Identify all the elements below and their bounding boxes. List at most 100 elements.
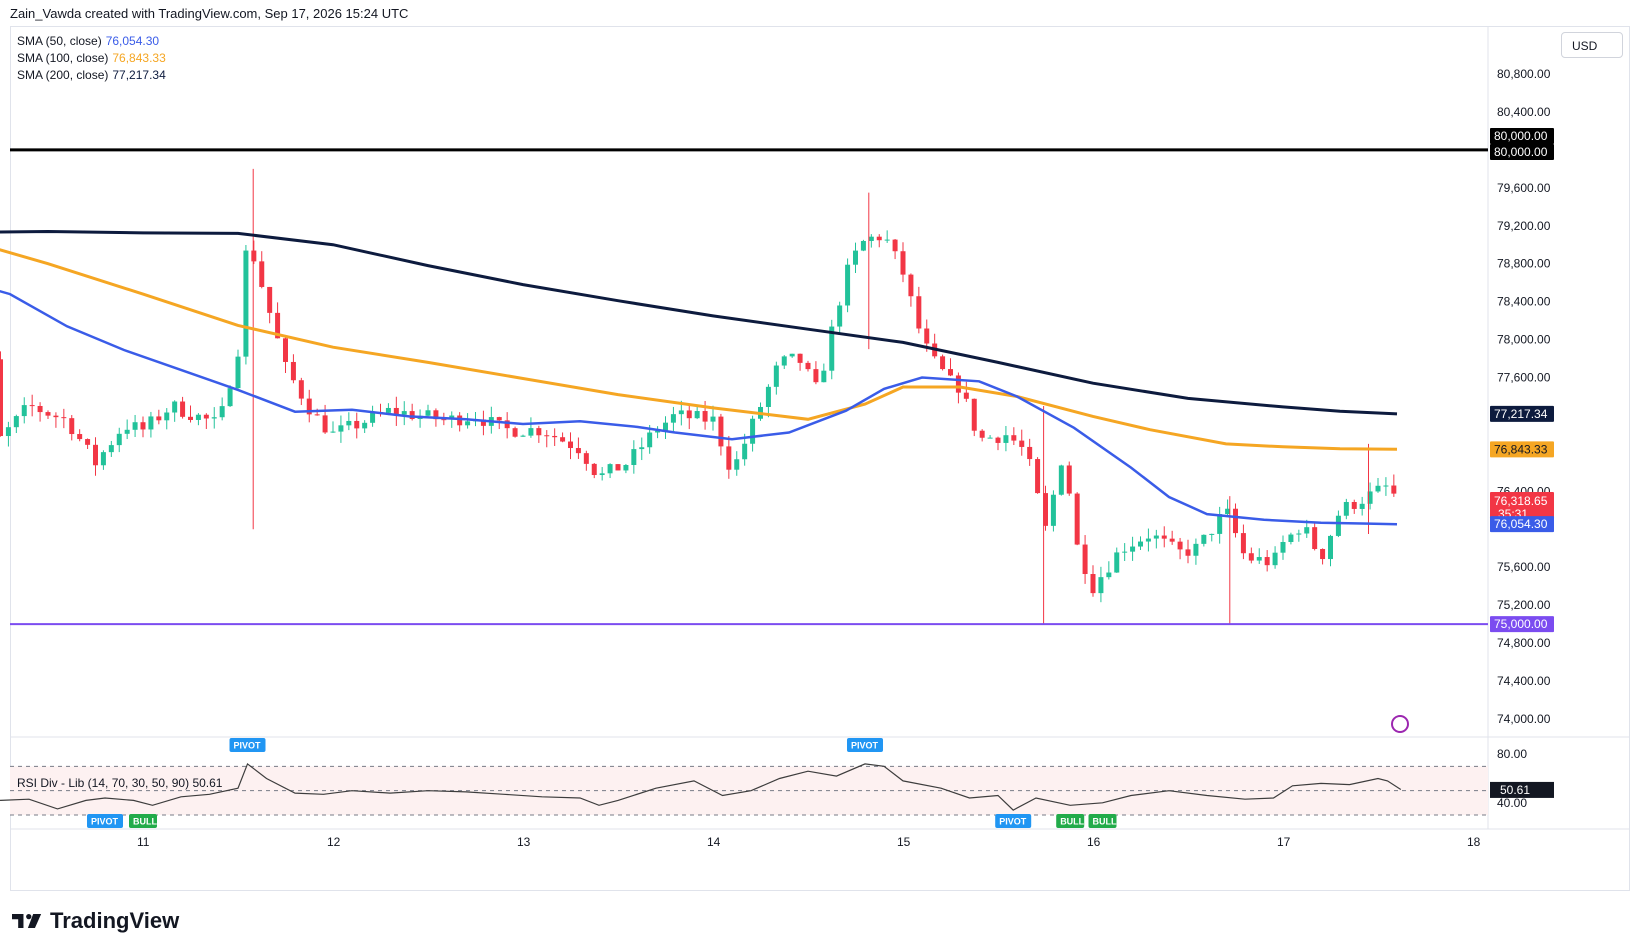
candle-body[interactable] [773, 365, 779, 387]
candle-body[interactable] [940, 356, 946, 370]
rsi-legend[interactable]: RSI Div - Lib (14, 70, 30, 50, 90) 50.61 [17, 776, 222, 790]
candle-body[interactable] [678, 410, 684, 415]
candle-body[interactable] [393, 407, 399, 415]
candle-body[interactable] [29, 405, 35, 407]
candle-body[interactable] [900, 251, 906, 275]
candle-body[interactable] [1011, 435, 1017, 441]
candle-body[interactable] [568, 441, 573, 449]
candle-body[interactable] [1209, 533, 1215, 535]
candle-body[interactable] [251, 250, 257, 262]
candle-body[interactable] [1225, 508, 1231, 515]
candle-body[interactable] [211, 417, 217, 419]
candle-body[interactable] [290, 361, 296, 381]
candle-body[interactable] [963, 392, 969, 399]
candle-body[interactable] [1217, 514, 1223, 534]
candle-body[interactable] [77, 434, 83, 440]
candle-body[interactable] [781, 356, 787, 366]
candle-body[interactable] [591, 463, 597, 476]
candle-body[interactable] [1264, 557, 1270, 566]
candle-body[interactable] [433, 410, 439, 420]
candle-body[interactable] [1066, 465, 1072, 494]
candle-body[interactable] [1138, 541, 1143, 547]
rsi-marker-bull[interactable] [1056, 814, 1085, 828]
candle-body[interactable] [1098, 577, 1104, 594]
rsi-marker-pivot[interactable] [847, 738, 883, 752]
candle-body[interactable] [631, 449, 637, 466]
candle-body[interactable] [425, 410, 431, 416]
candle-body[interactable] [813, 369, 819, 383]
candle-body[interactable] [1090, 574, 1096, 594]
candle-body[interactable] [172, 401, 178, 413]
candle-body[interactable] [1312, 527, 1318, 550]
candle-body[interactable] [45, 412, 51, 416]
candle-body[interactable] [805, 362, 811, 370]
candle-body[interactable] [1240, 533, 1246, 554]
candle-body[interactable] [607, 464, 613, 474]
candle-body[interactable] [512, 428, 518, 437]
candle-body[interactable] [1248, 553, 1254, 561]
candle-body[interactable] [583, 453, 589, 464]
candle-body[interactable] [734, 459, 740, 470]
rsi-marker-pivot[interactable] [229, 738, 266, 752]
candle-body[interactable] [314, 414, 320, 416]
candle-body[interactable] [69, 418, 75, 435]
candle-body[interactable] [1328, 535, 1333, 560]
candle-body[interactable] [370, 412, 376, 423]
candle-body[interactable] [124, 429, 130, 434]
candle-body[interactable] [979, 430, 985, 438]
candle-body[interactable] [409, 411, 415, 419]
candle-body[interactable] [93, 444, 98, 466]
candle-body[interactable] [85, 439, 91, 445]
candle-body[interactable] [884, 239, 890, 241]
candle-body[interactable] [710, 416, 716, 422]
legend-sma50[interactable]: SMA (50, close) 76,054.30 [17, 33, 166, 50]
candle-body[interactable] [148, 416, 154, 430]
candle-body[interactable] [1122, 551, 1128, 553]
candle-body[interactable] [1383, 485, 1389, 487]
candle-body[interactable] [1058, 465, 1064, 495]
candle-body[interactable] [108, 445, 114, 453]
candle-body[interactable] [235, 356, 241, 389]
candle-body[interactable] [21, 405, 27, 417]
candle-body[interactable] [1351, 501, 1357, 509]
legend-sma100[interactable]: SMA (100, close) 76,843.33 [17, 50, 166, 67]
candle-body[interactable] [536, 428, 542, 436]
candle-body[interactable] [520, 435, 526, 437]
candle-body[interactable] [37, 405, 43, 413]
candle-body[interactable] [718, 416, 724, 447]
candle-body[interactable] [219, 406, 225, 418]
candle-body[interactable] [116, 433, 122, 446]
candle-body[interactable] [61, 417, 67, 419]
candle-body[interactable] [853, 250, 858, 265]
candle-body[interactable] [1050, 494, 1056, 526]
currency-button[interactable]: USD [1561, 32, 1623, 58]
candle-body[interactable] [552, 435, 558, 438]
candle-body[interactable] [987, 437, 993, 439]
candle-body[interactable] [164, 412, 170, 421]
candle-body[interactable] [528, 428, 534, 436]
candle-body[interactable] [1233, 508, 1238, 534]
candle-body[interactable] [1074, 493, 1080, 545]
candle-body[interactable] [1375, 485, 1381, 492]
candle-body[interactable] [53, 415, 59, 418]
candle-body[interactable] [948, 369, 953, 376]
candle-body[interactable] [401, 411, 407, 415]
candle-body[interactable] [188, 416, 193, 420]
candle-body[interactable] [670, 414, 676, 423]
candle-body[interactable] [1130, 546, 1136, 552]
legend-sma200[interactable]: SMA (200, close) 77,217.34 [17, 67, 166, 84]
candle-body[interactable] [924, 328, 930, 344]
candle-body[interactable] [1114, 552, 1120, 573]
candle-body[interactable] [441, 419, 447, 421]
candle-body[interactable] [180, 401, 186, 417]
candle-body[interactable] [639, 447, 645, 450]
candle-body[interactable] [362, 422, 368, 429]
candle-body[interactable] [1035, 459, 1041, 494]
candle-body[interactable] [243, 250, 249, 357]
candle-body[interactable] [100, 452, 106, 466]
candle-body[interactable] [275, 312, 281, 339]
rsi-marker-bull[interactable] [1088, 814, 1117, 828]
candle-body[interactable] [5, 427, 11, 437]
candle-body[interactable] [227, 388, 233, 407]
